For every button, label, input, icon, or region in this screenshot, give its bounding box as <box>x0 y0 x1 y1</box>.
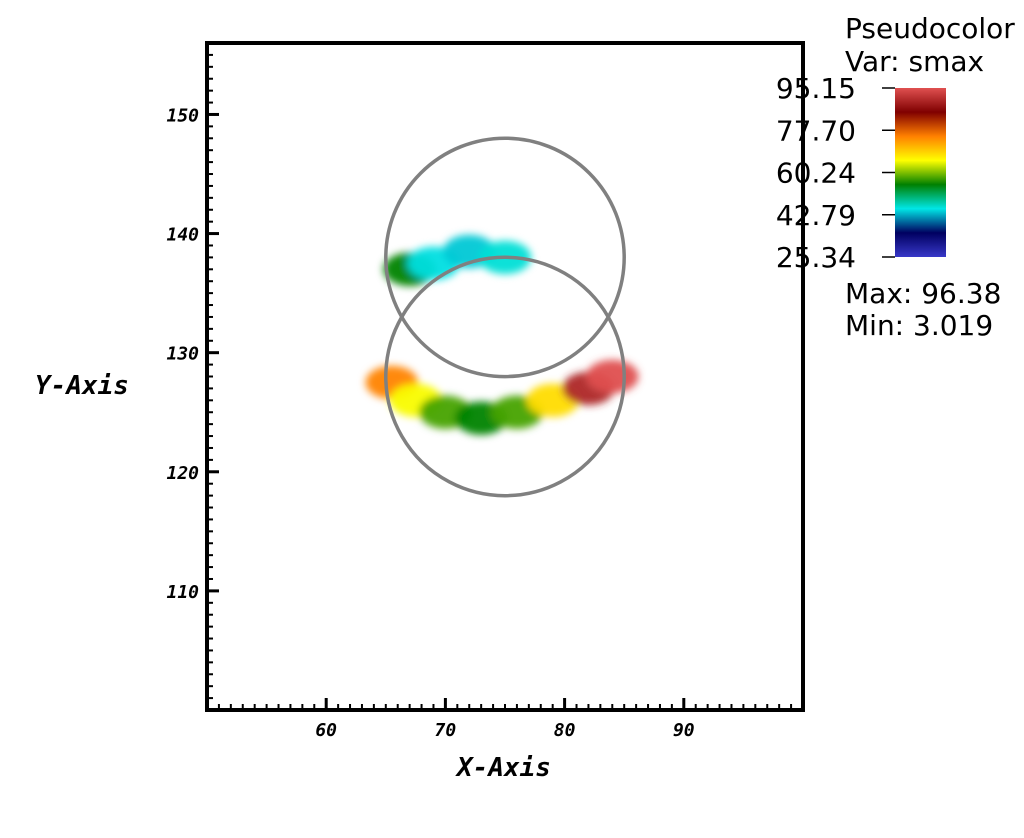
field-sample <box>586 359 639 394</box>
colorbar-level-label: 25.34 <box>776 241 856 274</box>
colorbar <box>895 88 946 257</box>
x-axis-ticks: 60 70 80 90 <box>315 698 695 741</box>
y-axis-ticks: 110 120 130 140 150 <box>166 105 219 603</box>
colorbar-levels: 95.15 77.70 60.24 42.79 25.34 <box>776 72 895 274</box>
y-tick-label: 110 <box>166 582 199 603</box>
axis-minor-ticks <box>206 42 804 711</box>
y-axis-title: Y-Axis <box>35 371 129 401</box>
legend: Pseudocolor Var: smax 95.15 77.70 60.24 42.… <box>776 12 1015 342</box>
colorbar-level-label: 77.70 <box>776 114 856 147</box>
x-tick-label: 60 <box>315 720 337 741</box>
colorbar-level-label: 60.24 <box>776 157 856 190</box>
y-tick-label: 140 <box>166 225 199 246</box>
legend-min: Min: 3.019 <box>845 309 993 342</box>
x-tick-label: 70 <box>435 720 457 741</box>
lower-body-outline <box>384 255 626 498</box>
x-tick-label: 80 <box>554 720 576 741</box>
y-tick-label: 150 <box>166 105 199 126</box>
legend-variable: Var: smax <box>845 45 984 78</box>
legend-title: Pseudocolor <box>845 12 1015 45</box>
y-tick-label: 130 <box>166 344 199 365</box>
x-tick-label: 90 <box>673 720 695 741</box>
legend-max: Max: 96.38 <box>845 277 1001 310</box>
mesh-outline <box>384 136 626 498</box>
upper-circle-outline <box>384 136 626 379</box>
x-axis-title: X-Axis <box>455 753 551 783</box>
y-tick-label: 120 <box>166 463 199 484</box>
colorbar-level-label: 95.15 <box>776 72 856 105</box>
colorbar-level-label: 42.79 <box>776 199 856 232</box>
